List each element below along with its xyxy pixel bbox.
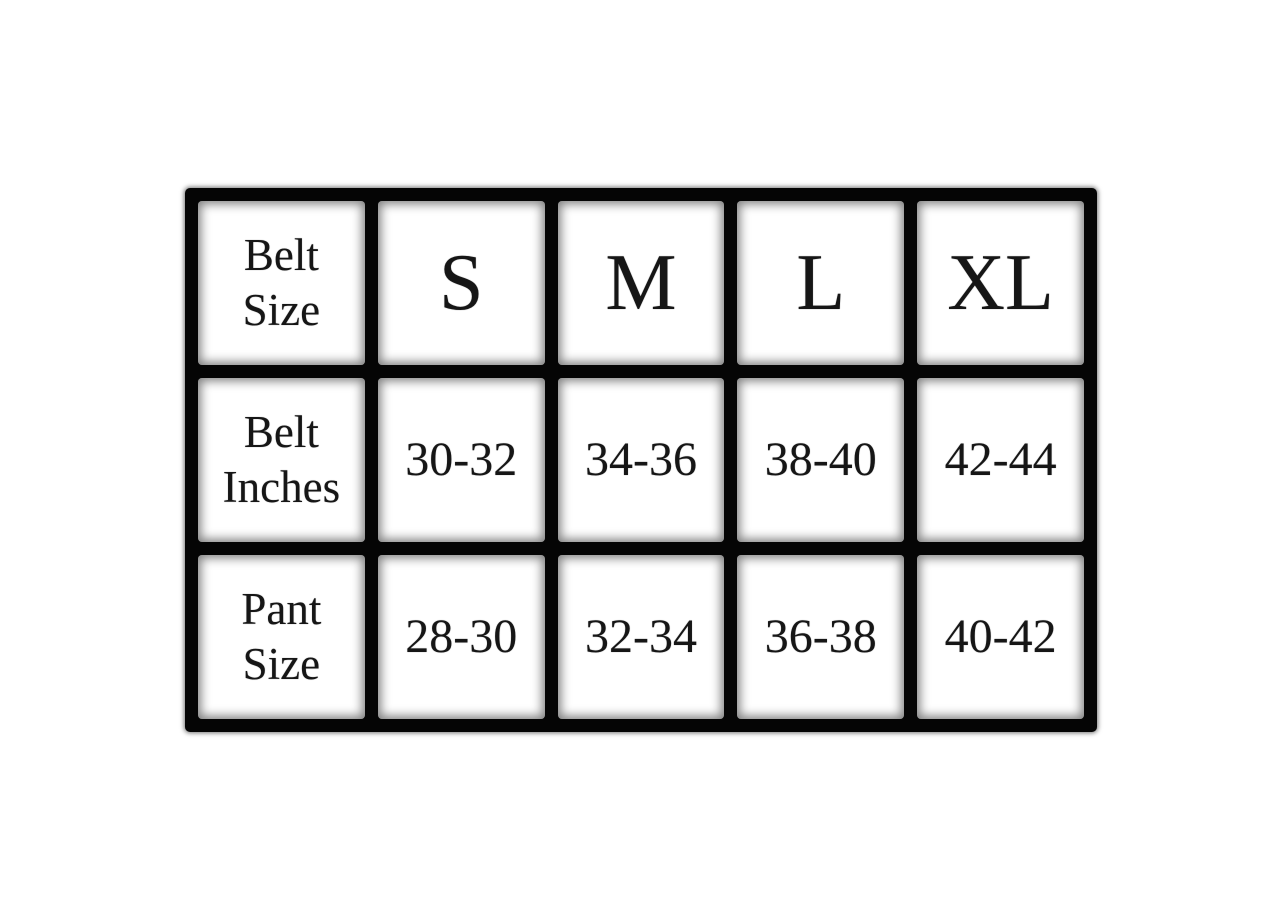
belt-inches-value-m: 34-36: [557, 378, 725, 542]
belt-inches-label: Belt Inches: [222, 407, 341, 512]
pant-size-value-l: 36-38: [737, 555, 905, 719]
size-l-label: L: [796, 239, 846, 327]
pant-size-m: 32-34: [585, 610, 697, 663]
belt-size-header-label: Belt Size: [242, 230, 321, 335]
belt-inches-value-xl: 42-44: [917, 378, 1084, 542]
header-cell-s: S: [377, 201, 545, 365]
belt-inches-s: 30-32: [405, 433, 518, 486]
row-label-cell-pant-size: Pant Size: [198, 555, 365, 719]
pant-size-s: 28-30: [405, 610, 518, 663]
row-label-cell-belt-inches: Belt Inches: [198, 378, 365, 542]
belt-inches-value-s: 30-32: [377, 378, 545, 542]
header-cell-l: L: [737, 201, 905, 365]
header-cell-xl: XL: [917, 201, 1084, 365]
size-m-label: M: [605, 239, 677, 327]
size-xl-label: XL: [947, 239, 1054, 327]
belt-inches-xl: 42-44: [944, 433, 1057, 486]
pant-size-value-m: 32-34: [557, 555, 725, 719]
size-s-label: S: [438, 239, 484, 327]
pant-size-value-xl: 40-42: [917, 555, 1084, 719]
belt-inches-value-l: 38-40: [737, 378, 905, 542]
belt-size-chart-table: Belt Size S M L XL Belt Inches 30-32 34-…: [185, 188, 1097, 732]
pant-size-xl: 40-42: [944, 610, 1057, 663]
belt-inches-m: 34-36: [585, 433, 697, 486]
header-cell-m: M: [557, 201, 725, 365]
pant-size-label: Pant Size: [241, 584, 322, 689]
header-cell-belt-size: Belt Size: [198, 201, 365, 365]
pant-size-value-s: 28-30: [377, 555, 545, 719]
belt-inches-l: 38-40: [764, 433, 877, 486]
pant-size-l: 36-38: [764, 610, 877, 663]
